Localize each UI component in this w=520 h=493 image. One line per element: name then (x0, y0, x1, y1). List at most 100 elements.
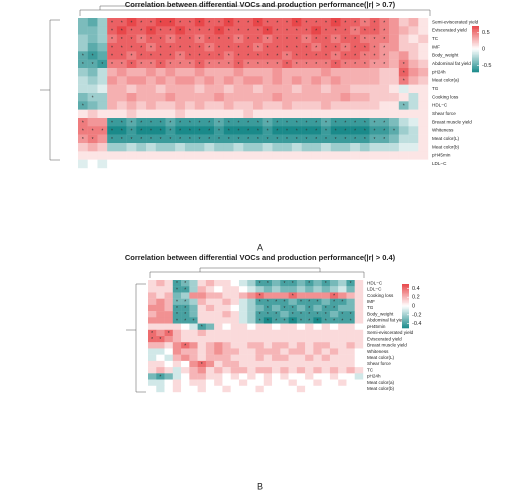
colorbar-step (402, 320, 409, 323)
significance-marker: * (199, 120, 201, 126)
heatmap-cell (222, 360, 231, 368)
heatmap-cell (164, 342, 174, 349)
heatmap-cell (164, 336, 174, 343)
heatmap-cell (97, 84, 108, 94)
heatmap-cell (255, 348, 264, 355)
heatmap-cell (172, 373, 182, 380)
heatmap-cell (288, 385, 298, 393)
significance-marker: * (130, 29, 132, 35)
colorbar-tick-label: -0.4 (412, 321, 421, 327)
heatmap-cell (288, 336, 298, 343)
heatmap-cell (204, 51, 215, 60)
heatmap-cell (238, 280, 248, 287)
heatmap-cell (247, 317, 256, 324)
heatmap-cell (272, 367, 281, 374)
heatmap-cell (311, 43, 322, 52)
heatmap-cell (338, 317, 347, 324)
heatmap-cell (97, 26, 108, 35)
dendrograms (40, 5, 431, 393)
heatmap-cell (205, 360, 215, 368)
heatmap-cell (321, 34, 331, 44)
heatmap-cell (165, 143, 176, 152)
heatmap-cell (107, 109, 118, 119)
heatmap-cell (222, 323, 231, 330)
heatmap-cell (223, 51, 234, 60)
significance-marker: * (160, 54, 162, 60)
heatmap-cell (313, 317, 322, 324)
heatmap-cell (238, 304, 248, 312)
heatmap-cell (78, 59, 88, 69)
heatmap-cell (321, 379, 331, 386)
heatmap-cell (379, 93, 390, 102)
colorbar-step (472, 42, 479, 45)
significance-marker: * (403, 70, 405, 76)
significance-marker: * (308, 281, 310, 287)
heatmap-cell (418, 109, 429, 119)
significance-marker: * (364, 120, 366, 126)
significance-marker: * (354, 137, 356, 143)
significance-marker: * (315, 62, 317, 68)
heatmap-cell (272, 280, 281, 287)
significance-marker: * (267, 300, 269, 306)
row-label: Whiteness (432, 128, 454, 133)
significance-marker: * (344, 20, 346, 26)
heatmap-cell (313, 311, 322, 318)
heatmap-cell (296, 385, 306, 393)
colorbar-step (402, 317, 409, 320)
heatmap-cell (321, 317, 331, 324)
heatmap-cell (350, 151, 361, 160)
heatmap-cell (243, 68, 254, 77)
significance-marker: * (308, 300, 310, 306)
significance-marker: * (335, 120, 337, 126)
significance-marker: * (160, 62, 162, 68)
heatmap-cell (379, 151, 390, 160)
heatmap-cell (253, 18, 263, 27)
heatmap-cell (313, 354, 322, 362)
heatmap-cell (181, 336, 190, 343)
heatmap-cell (184, 68, 195, 77)
heatmap-cell (311, 109, 322, 119)
heatmap-cell (321, 298, 331, 306)
heatmap-cell (243, 76, 254, 85)
heatmap-cell (369, 68, 380, 77)
heatmap-cell (78, 76, 88, 85)
heatmap-cell (230, 311, 240, 318)
heatmap-cell (359, 59, 370, 69)
heatmap-cell (116, 151, 127, 160)
significance-marker: * (267, 318, 269, 324)
heatmap-cell (172, 317, 182, 324)
heatmap-cell (222, 304, 231, 312)
chart-title: Correlation between differential VOCs an… (125, 0, 396, 9)
heatmap-cell (280, 367, 289, 374)
significance-marker: * (140, 129, 142, 135)
significance-marker: * (267, 29, 269, 35)
heatmap-cell (194, 76, 205, 85)
significance-marker: * (247, 20, 249, 26)
heatmap-cell (233, 84, 244, 94)
heatmap-cell (172, 336, 182, 343)
heatmap-cell (184, 126, 195, 135)
heatmap-cell (253, 26, 263, 35)
significance-marker: * (184, 318, 186, 324)
heatmap-cell (291, 84, 302, 94)
heatmap-cell (338, 348, 347, 355)
significance-marker: * (160, 20, 162, 26)
heatmap-cell (253, 109, 263, 119)
heatmap-cell (389, 51, 400, 60)
heatmap-cell (247, 348, 256, 355)
significance-marker: * (184, 287, 186, 293)
colorbar-step (402, 288, 409, 291)
heatmap-cell (184, 34, 195, 44)
heatmap-cell (398, 68, 409, 77)
heatmap-cell (282, 84, 293, 94)
heatmap-cell (189, 360, 198, 368)
significance-marker: * (344, 29, 346, 35)
heatmap-cell (255, 354, 264, 362)
heatmap-cell (313, 329, 322, 337)
significance-marker: * (296, 62, 298, 68)
heatmap-cell (97, 101, 108, 110)
heatmap-cell (408, 26, 419, 35)
row-label: Body_weight (367, 311, 394, 316)
heatmap-cell (350, 43, 361, 52)
heatmap-cell (78, 43, 88, 52)
